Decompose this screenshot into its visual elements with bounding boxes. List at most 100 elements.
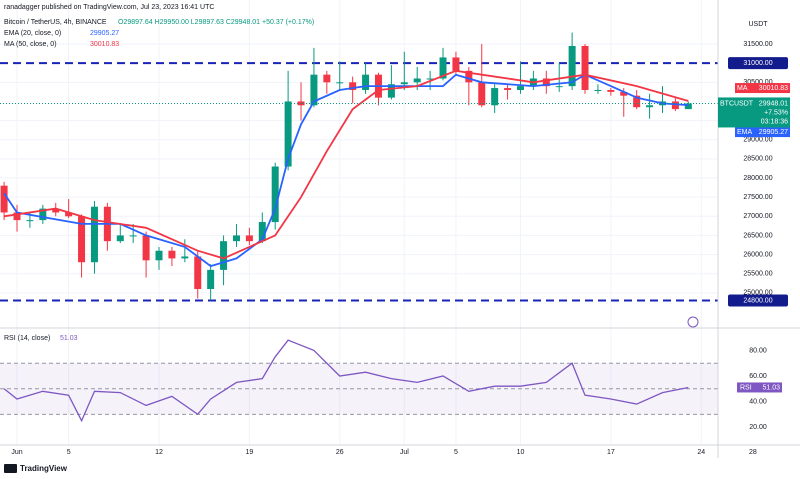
y-tick-label: 28500.00 [743,156,772,163]
candle-body [323,74,331,83]
logo [4,464,17,473]
countdown: 03:18:36 [761,118,788,125]
candle-body [310,74,318,106]
candle-body [26,220,34,222]
candle-body [258,222,266,242]
candle-body [78,216,86,263]
candle-body [116,235,124,242]
x-tick-label: 24 [697,449,705,456]
level-label-box [728,57,788,70]
x-tick-label: 19 [245,449,253,456]
x-tick-label: 26 [336,449,344,456]
candle-body [607,89,615,92]
symbol: BTCUSDT [720,100,754,107]
footer: TradingView [20,464,68,473]
candle-body [568,45,576,87]
axis-badge-name: MA [737,85,748,92]
candle-body [336,82,344,84]
candle-body [194,256,202,290]
last-price-box [718,97,790,128]
candle-body [232,235,240,242]
candle-body [439,57,447,79]
legend-name: MA (50, close, 0) [4,41,57,48]
rsi-line [3,339,689,423]
candle-body [504,88,512,90]
change: +7.53% [764,109,788,116]
y-tick-label: 25000.00 [743,290,772,297]
instrument: Bitcoin / TetherUS, 4h, BINANCE [4,19,107,26]
candle-body [168,250,176,259]
candle-body [0,185,8,213]
candle-body [581,45,589,90]
labels: Jun 5 12 19 26 Jul 5 10 17 24 28 25000.00 25500.00 26… [4,30,790,456]
candle-body [465,70,473,83]
level-label: 31000.00 [743,60,772,67]
candle-body [362,74,370,90]
candle-body [633,95,641,108]
y-tick-label: 27500.00 [743,194,772,201]
marks [0,32,718,423]
y-tick-label: 40.00 [749,398,767,405]
y-tick-label: 26500.00 [743,232,772,239]
x-tick-label: Jun [11,449,22,456]
candle-body [400,82,408,85]
y-tick-label: 31500.00 [743,41,772,48]
y-tick-label: 80.00 [749,347,767,354]
grid [0,0,718,445]
x-tick-label: 10 [517,449,525,456]
y-tick-label: 27000.00 [743,213,772,220]
candle-body [542,78,550,87]
candle-body [620,91,628,96]
rsi-badge-name: RSI [740,384,752,391]
candle-body [129,235,137,237]
candle-body [245,235,253,242]
candle-body [452,57,460,71]
candle-body [284,101,292,167]
y-tick-label: 25500.00 [743,271,772,278]
level-label-box [728,294,788,307]
legend-name: EMA (20, close, 0) [4,30,61,37]
candle-body [594,89,602,91]
axis-badge [735,127,790,138]
level-label: 24800.00 [743,297,772,304]
candle-body [271,166,279,223]
candle-body [181,256,189,259]
y-tick-label: 30500.00 [743,79,772,86]
candle-body [207,269,215,290]
author-line: ranadagger published on TradingView.com,… [4,4,214,11]
candle-body [555,86,563,88]
event-icon[interactable] [687,316,699,328]
candle-body [349,82,357,90]
candle-body [516,86,524,90]
currency: USDT [748,21,768,28]
candle-body [684,103,692,110]
overlay-line [3,69,689,260]
axis-badge-value: 30010.83 [759,85,788,92]
last-price: 29948.01 [759,100,788,107]
rsi-badge-value: 51.03 [762,384,780,391]
candle-body [387,84,395,98]
axis-badge-name: EMA [737,129,753,136]
candle-body [90,206,98,263]
candle-body [646,105,654,108]
x-tick-label: 5 [454,449,458,456]
candle-body [13,212,21,221]
candle-body [39,208,47,221]
x-tick-label: 17 [607,449,615,456]
candle-body [491,88,499,106]
rsi-title: RSI (14, close) [4,335,50,342]
x-tick-label: 28 [749,449,757,456]
legend-value: 29905.27 [90,30,119,37]
ohlc: O29897.64 H29950.00 L29897.63 C29948.01 … [118,19,314,26]
candle-body [671,101,679,110]
y-tick-label: 60.00 [749,373,767,380]
axis-badge [735,83,790,94]
candle-body [65,212,73,217]
x-tick-label: 12 [155,449,163,456]
legend-value: 30010.83 [90,41,119,48]
x-tick-label: 5 [67,449,71,456]
rsi-badge [737,382,782,393]
candle-body [220,241,228,270]
axis-badge-value: 29905.27 [759,129,788,136]
